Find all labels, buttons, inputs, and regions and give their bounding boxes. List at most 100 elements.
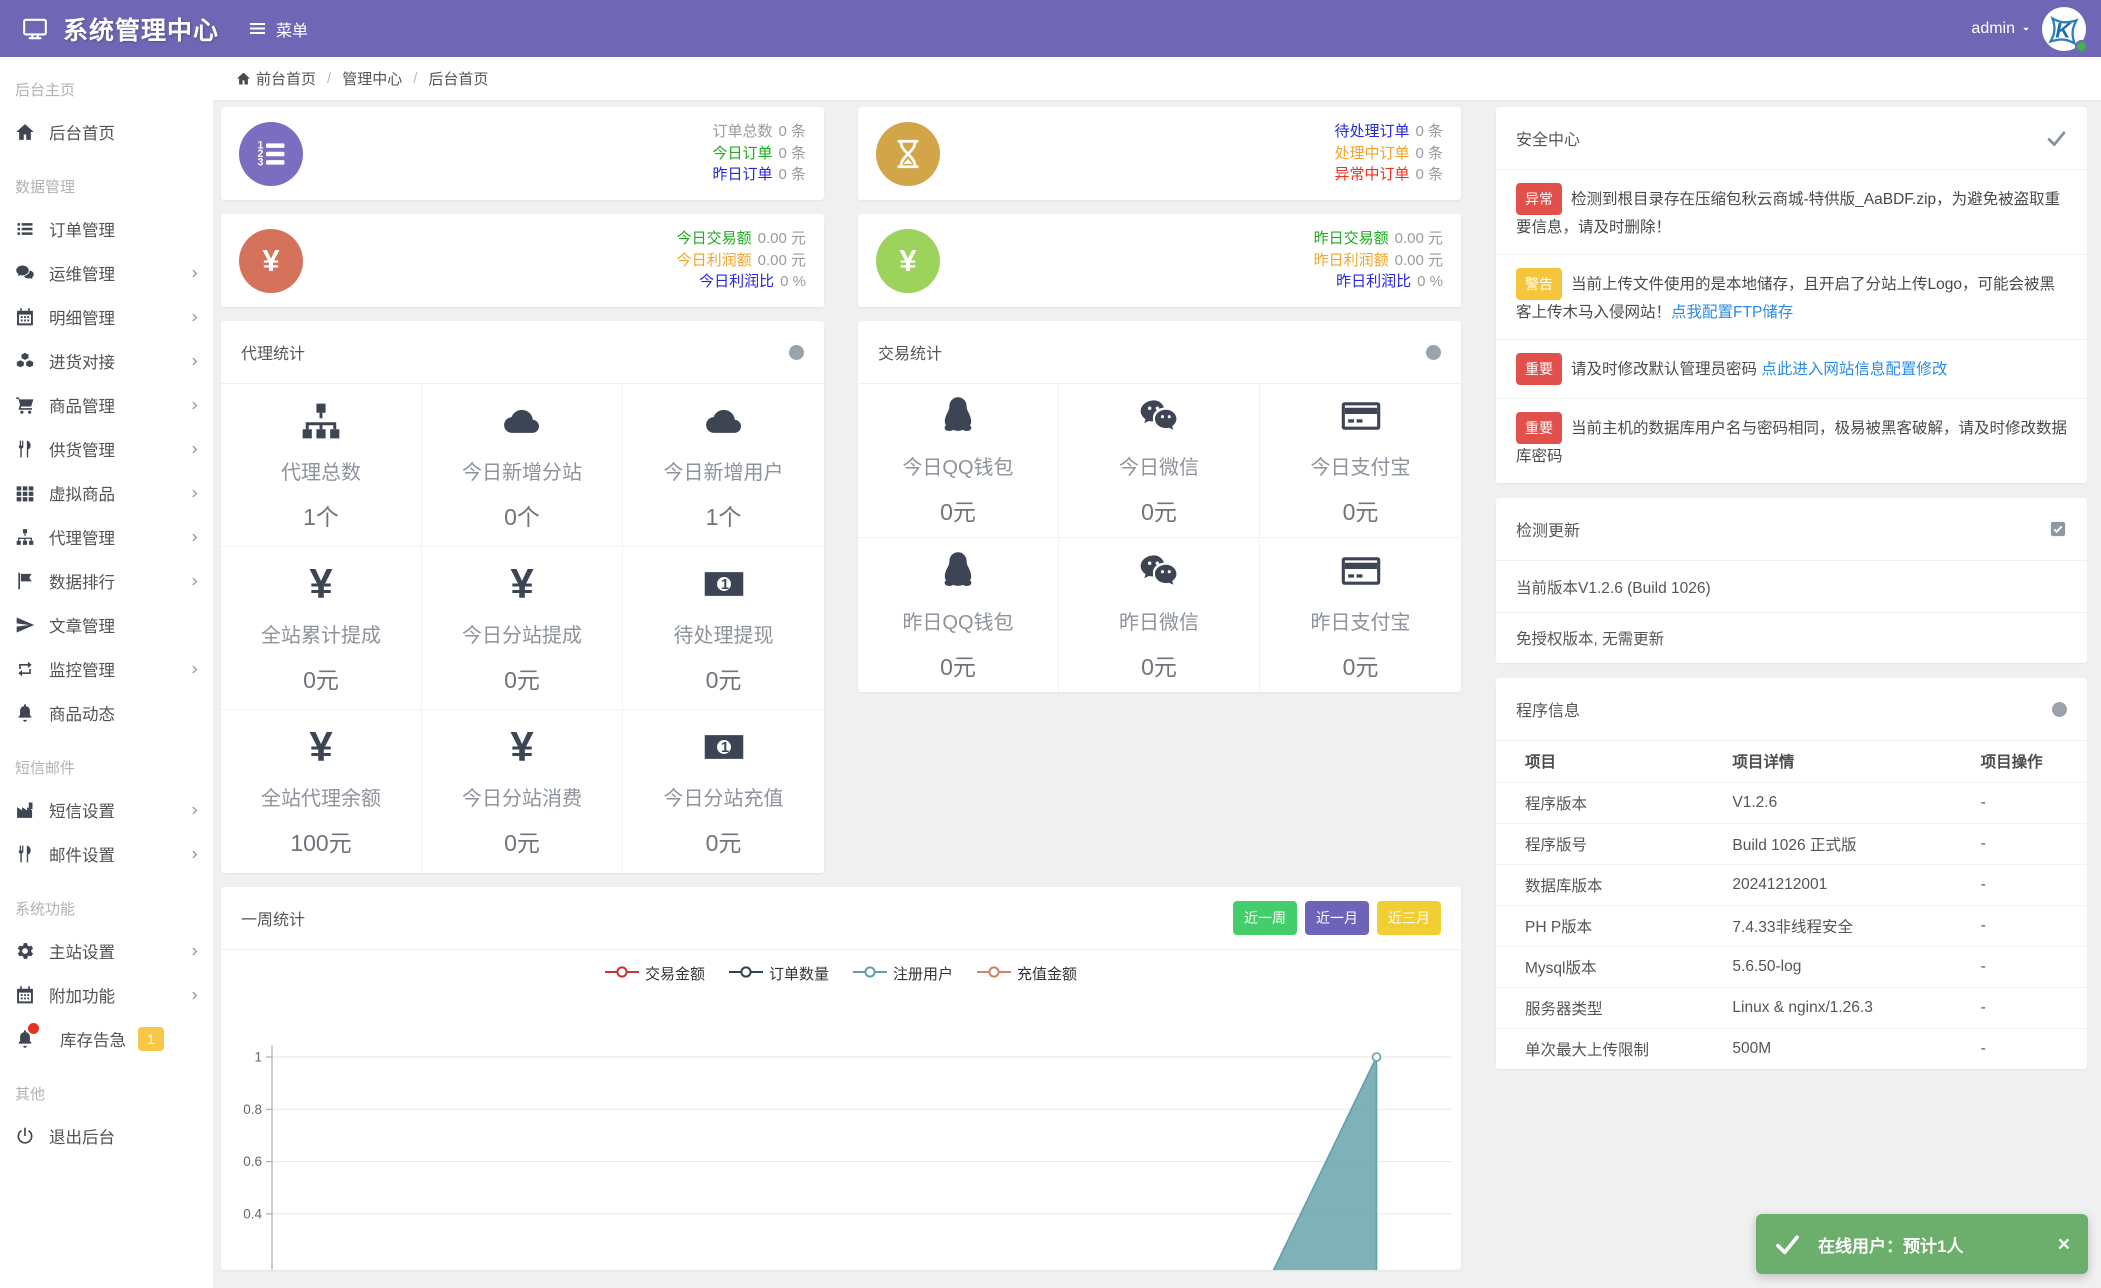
breadcrumb-separator: / [327, 70, 332, 87]
toast-message: 在线用户：预计1人 [1818, 1236, 1964, 1256]
sidebar-item-stock-alert[interactable]: 库存告急 1 [0, 1017, 213, 1061]
stat-line-label: 昨日利润比 [1336, 273, 1412, 291]
stat-cell-icon-wrap: 1 [702, 725, 746, 769]
sidebar-item-label: 运维管理 [49, 266, 115, 284]
sidebar-item-label: 代理管理 [49, 530, 115, 548]
table-cell: 数据库版本 [1496, 863, 1733, 905]
stat-line: 昨日订单 0 条 [712, 164, 806, 186]
sidebar-item-data-rank[interactable]: 数据排行 [0, 559, 213, 603]
gear-icon [15, 941, 35, 961]
stat-card-yesterday-trade: ¥ 昨日交易额 0.00 元昨日利润额 0.00 元昨日利润比 0 % [858, 214, 1461, 307]
calendar-icon [15, 307, 35, 327]
stat-line-value: 0 条 [1415, 144, 1443, 162]
sidebar-item-agent-manage[interactable]: 代理管理 [0, 515, 213, 559]
sidebar-item-purchase-dock[interactable]: 进货对接 [0, 339, 213, 383]
menu-bars-icon [248, 19, 267, 38]
utensils-icon [15, 844, 35, 864]
stat-cell-label: 昨日QQ钱包 [902, 611, 1014, 634]
menu-toggle-button[interactable]: 菜单 [248, 17, 308, 41]
user-dropdown[interactable]: admin [1971, 20, 2032, 38]
breadcrumb-item[interactable]: 前台首页 [256, 71, 317, 88]
table-row: Mysql版本 5.6.50-log - [1496, 945, 2087, 987]
cloud-icon [702, 399, 746, 443]
hourglass-icon [891, 137, 925, 171]
table-cell: - [1980, 822, 2087, 864]
table-cell: PH P版本 [1496, 904, 1733, 946]
sidebar-item-logout[interactable]: 退出后台 [0, 1114, 213, 1158]
paper-plane-icon [15, 615, 35, 635]
alert-link[interactable]: 点我配置FTP储存 [1671, 304, 1794, 321]
range-button-last-quarter[interactable]: 近三月 [1377, 901, 1441, 935]
legend-item[interactable]: 交易金额 [604, 963, 705, 984]
card-icon [1339, 394, 1383, 438]
legend-label: 交易金额 [644, 966, 705, 983]
stat-cell-site-recharge-today: 1 今日分站充值 0元 [623, 710, 824, 873]
panel-dot-icon [789, 344, 804, 360]
stat-cell-label: 待处理提现 [673, 624, 774, 647]
sidebar-item-addon-features[interactable]: 附加功能 [0, 973, 213, 1017]
sidebar-item-order-manage[interactable]: 订单管理 [0, 207, 213, 251]
stat-cell-agent-balance: ¥ 全站代理余额 100元 [221, 710, 422, 873]
stat-cell-icon-wrap: 1 [702, 562, 746, 606]
comments-icon [15, 263, 35, 283]
sidebar-item-label: 供货管理 [49, 442, 115, 460]
table-header-row: 项目 项目详情 项目操作 [1496, 741, 2087, 782]
stat-cell-label: 今日微信 [1119, 457, 1199, 479]
stat-cell-value: 0元 [504, 666, 540, 693]
chevron-right-icon [188, 267, 201, 280]
close-icon[interactable]: × [2057, 1232, 2070, 1256]
menu-label: 菜单 [276, 22, 309, 40]
sidebar-item-supply-manage[interactable]: 供货管理 [0, 427, 213, 471]
stat-cell-label: 今日分站消费 [462, 788, 582, 810]
site-logo[interactable]: K [2041, 6, 2088, 53]
sidebar-item-goods-manage[interactable]: 商品管理 [0, 383, 213, 427]
alert-level-badge: 重要 [1516, 412, 1562, 444]
stat-line-label: 今日交易额 [676, 230, 752, 248]
chevron-right-icon [188, 989, 201, 1002]
breadcrumb-item[interactable]: 管理中心 [342, 71, 403, 88]
table-cell: 程序版本 [1496, 781, 1733, 823]
qq-icon [936, 549, 980, 593]
sidebar-item-virtual-goods[interactable]: 虚拟商品 [0, 471, 213, 515]
alert-text: 请及时修改默认管理员密码 [1571, 361, 1762, 378]
sidebar-item-detail-manage[interactable]: 明细管理 [0, 295, 213, 339]
stat-cell-label: 全站代理余额 [261, 788, 381, 810]
stat-cell-value: 100元 [290, 830, 352, 856]
update-row: 当前版本V1.2.6 (Build 1026) [1516, 579, 1711, 597]
sidebar-item-label: 退出后台 [49, 1129, 115, 1147]
app-title: 系统管理中心 [63, 16, 220, 45]
username: admin [1971, 19, 2015, 37]
sidebar-item-mail-settings[interactable]: 邮件设置 [0, 832, 213, 876]
stat-line-label: 订单总数 [712, 123, 773, 141]
table-cell: 单次最大上传限制 [1496, 1027, 1733, 1069]
stat-line-value: 0.00 元 [757, 230, 806, 248]
sidebar-item-sms-settings[interactable]: 短信设置 [0, 788, 213, 832]
alert-link[interactable]: 点此进入网站信息配置修改 [1761, 361, 1948, 378]
breadcrumb-item[interactable]: 后台首页 [428, 71, 489, 88]
yen-icon: ¥ [309, 723, 333, 770]
yen-icon: ¥ [262, 242, 280, 278]
checkbox-checked-icon[interactable] [2049, 520, 2067, 538]
table-cell: 7.4.33非线程安全 [1732, 904, 1981, 946]
sidebar-item-site-settings[interactable]: 主站设置 [0, 929, 213, 973]
table-cell: - [1980, 1027, 2087, 1069]
sidebar-item-ops-manage[interactable]: 运维管理 [0, 251, 213, 295]
range-button-last-month[interactable]: 近一月 [1305, 901, 1369, 935]
yen-icon: ¥ [510, 723, 534, 770]
sidebar-item-label: 主站设置 [49, 944, 115, 962]
sidebar-item-home[interactable]: 后台首页 [0, 110, 213, 154]
svg-text:3: 3 [258, 156, 264, 168]
sidebar-section-label: 后台主页 [15, 82, 76, 99]
legend-item[interactable]: 订单数量 [728, 963, 829, 984]
sidebar-item-article-manage[interactable]: 文章管理 [0, 603, 213, 647]
legend-label: 注册用户 [893, 966, 954, 983]
legend-item[interactable]: 注册用户 [853, 963, 953, 984]
sidebar-item-goods-news[interactable]: 商品动态 [0, 691, 213, 735]
range-button-last-week[interactable]: 近一周 [1233, 901, 1297, 935]
sidebar-item-monitor-manage[interactable]: 监控管理 [0, 647, 213, 691]
legend-label: 充值金额 [1017, 966, 1078, 983]
stat-line-value: 0 条 [778, 144, 806, 162]
security-alert: 异常 检测到根目录存在压缩包秋云商城-特供版_AaBDF.zip，为避免被盗取重要… [1496, 170, 2087, 254]
legend-item[interactable]: 充值金额 [977, 963, 1077, 984]
update-panel: 检测更新 当前版本V1.2.6 (Build 1026) 免授权版本, 无需更新 [1496, 498, 2087, 663]
